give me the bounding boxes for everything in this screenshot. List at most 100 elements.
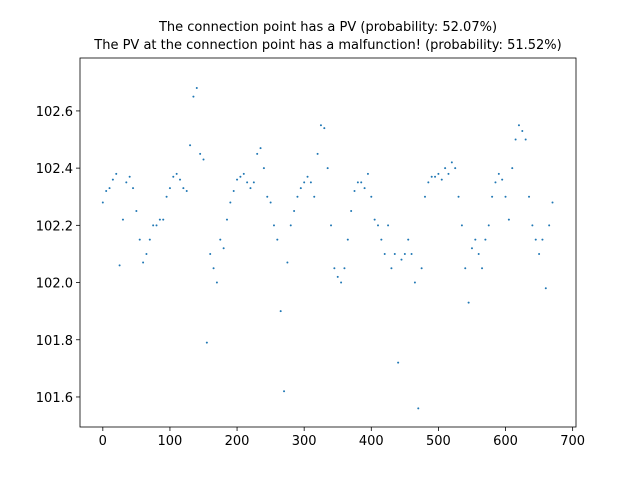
point <box>158 218 161 221</box>
chart-subtitle: The PV at the connection point has a mal… <box>93 38 561 53</box>
point <box>400 258 403 261</box>
point <box>390 267 393 270</box>
x-tick-label: 500 <box>426 434 451 449</box>
point <box>393 252 396 255</box>
point <box>470 247 473 250</box>
point <box>262 167 265 170</box>
point <box>118 264 121 267</box>
point <box>152 224 155 227</box>
point <box>434 175 437 178</box>
x-tick-label: 300 <box>292 434 317 449</box>
point <box>454 167 457 170</box>
point <box>370 195 373 198</box>
point <box>189 144 192 147</box>
point <box>225 218 228 221</box>
point <box>313 195 316 198</box>
point <box>132 187 135 190</box>
point <box>138 238 141 241</box>
point <box>249 187 252 190</box>
point <box>538 252 541 255</box>
point <box>246 181 249 184</box>
point <box>145 252 148 255</box>
point <box>229 201 232 204</box>
chart-title: The connection point has a PV (probabili… <box>158 20 497 35</box>
point <box>205 341 208 344</box>
y-tick-label: 101.6 <box>36 391 73 406</box>
point <box>128 175 131 178</box>
point <box>323 127 326 130</box>
point <box>541 238 544 241</box>
y-tick-label: 102.0 <box>36 277 73 292</box>
point <box>101 201 104 204</box>
point <box>534 238 537 241</box>
point <box>460 224 463 227</box>
point <box>511 167 514 170</box>
point <box>108 187 111 190</box>
point <box>467 301 470 304</box>
y-tick-label: 102.4 <box>36 162 73 177</box>
point <box>111 178 114 181</box>
point <box>484 238 487 241</box>
point <box>350 210 353 213</box>
point <box>239 175 242 178</box>
y-tick-label: 102.6 <box>36 105 73 120</box>
point <box>179 178 182 181</box>
x-tick-label: 200 <box>225 434 250 449</box>
point <box>259 147 262 150</box>
point <box>417 407 420 410</box>
point <box>316 152 319 155</box>
point <box>195 87 198 90</box>
point <box>175 172 178 175</box>
point <box>202 158 205 161</box>
point <box>497 172 500 175</box>
point <box>340 281 343 284</box>
point <box>209 252 212 255</box>
point <box>387 224 390 227</box>
point <box>279 310 282 313</box>
point <box>319 124 322 127</box>
point <box>420 267 423 270</box>
point <box>507 218 510 221</box>
point <box>481 267 484 270</box>
point <box>524 138 527 141</box>
x-tick-label: 600 <box>493 434 518 449</box>
point <box>252 181 255 184</box>
x-tick-label: 0 <box>99 434 107 449</box>
point <box>276 238 279 241</box>
point <box>521 129 524 132</box>
point <box>266 195 269 198</box>
point <box>447 172 450 175</box>
point <box>477 252 480 255</box>
point <box>353 190 356 193</box>
point <box>199 152 202 155</box>
point <box>413 281 416 284</box>
point <box>491 195 494 198</box>
point <box>494 181 497 184</box>
point <box>309 181 312 184</box>
point <box>407 238 410 241</box>
point <box>326 167 329 170</box>
point <box>192 95 195 98</box>
point <box>410 252 413 255</box>
point <box>299 187 302 190</box>
point <box>256 152 259 155</box>
point <box>544 287 547 290</box>
point <box>514 138 517 141</box>
point <box>336 275 339 278</box>
point <box>125 181 128 184</box>
point <box>286 261 289 264</box>
point <box>437 172 440 175</box>
point <box>531 224 534 227</box>
point <box>182 187 185 190</box>
point <box>356 181 359 184</box>
point <box>501 178 504 181</box>
point <box>457 195 460 198</box>
point <box>215 281 218 284</box>
y-tick-label: 101.8 <box>36 334 73 349</box>
point <box>222 247 225 250</box>
point <box>397 361 400 364</box>
point <box>306 175 309 178</box>
point <box>105 190 108 193</box>
point <box>115 172 118 175</box>
